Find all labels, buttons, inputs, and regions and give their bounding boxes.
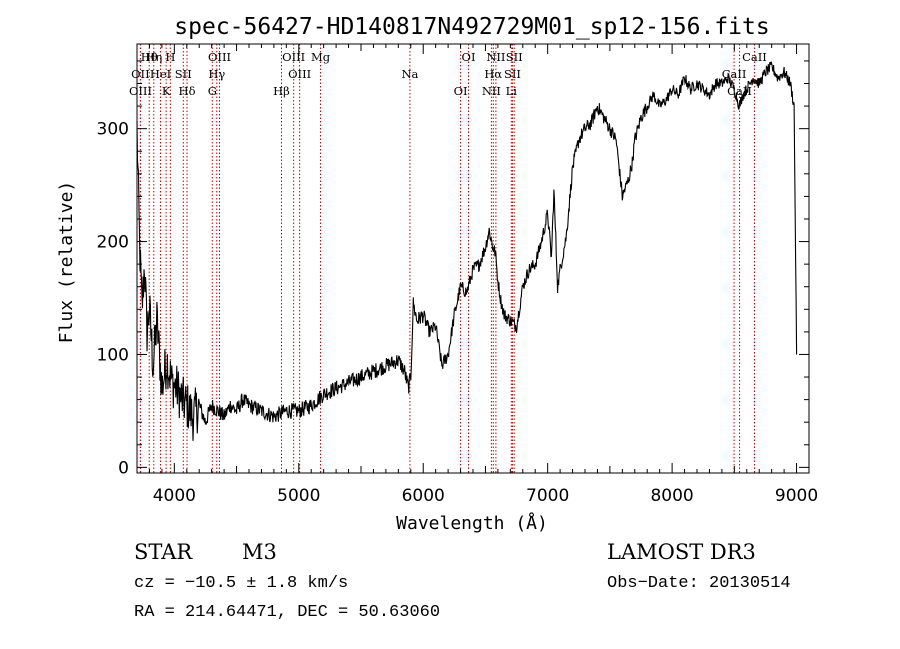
- emission-line-label: OI: [454, 84, 468, 98]
- x-axis: 4000 5000 6000 7000 8000 9000: [136, 44, 818, 506]
- emission-line-label: K: [162, 84, 171, 98]
- spectrum-line: [136, 61, 798, 441]
- line-labels: HθOIIOIIIHηHeIKHSIIHδOIIIHγGOIIIOIIIHβMg…: [129, 50, 767, 98]
- y-tick-label: 100: [97, 345, 129, 365]
- emission-line-label: Hθ: [141, 50, 158, 64]
- y-axis-label: Flux (relative): [56, 181, 77, 344]
- emission-line-label: Hα: [484, 67, 502, 81]
- survey-name: LAMOST DR3: [607, 540, 756, 564]
- y-tick-label: 0: [118, 458, 129, 478]
- emission-line-label: NII: [482, 84, 501, 98]
- emission-line-label: SII: [175, 67, 192, 81]
- object-subclass: M3: [242, 540, 277, 564]
- x-axis-label: Wavelength (Å): [396, 512, 548, 534]
- emission-line-label: Hβ: [273, 84, 290, 98]
- emission-line-label: Na: [401, 67, 418, 81]
- y-tick-label: 300: [97, 120, 129, 140]
- emission-line-label: G: [208, 84, 217, 98]
- coordinates: RA = 214.64471, DEC = 50.63060: [134, 603, 441, 622]
- redshift-cz: cz = −10.5 ± 1.8 km/s: [134, 574, 349, 593]
- emission-line-label: NII: [486, 50, 505, 64]
- emission-line-label: CaII: [742, 50, 767, 64]
- emission-line-label: Hγ: [208, 67, 225, 81]
- x-tick-label: 6000: [402, 486, 445, 506]
- x-tick-label: 9000: [775, 486, 818, 506]
- emission-line-label: Hδ: [179, 84, 196, 98]
- emission-line-label: Mg: [311, 50, 331, 64]
- x-tick-label: 4000: [153, 486, 196, 506]
- emission-line-label: OIII: [129, 84, 152, 98]
- x-tick-label: 7000: [526, 486, 569, 506]
- chart-title: spec-56427-HD140817N492729M01_sp12-156.f…: [174, 14, 769, 40]
- object-class: STAR: [134, 540, 193, 564]
- emission-line-label: OII: [131, 67, 150, 81]
- x-tick-label: 8000: [650, 486, 693, 506]
- emission-line-label: SII: [504, 67, 521, 81]
- emission-line-label: OIII: [208, 50, 231, 64]
- y-tick-label: 200: [97, 233, 129, 253]
- emission-line-label: Hη: [145, 50, 162, 64]
- plot-frame: [136, 43, 810, 474]
- obs-date: Obs−Date: 20130514: [607, 574, 791, 593]
- emission-line-label: H: [165, 50, 175, 64]
- emission-line-label: OI: [462, 50, 476, 64]
- emission-line-label: HeI: [150, 67, 171, 81]
- emission-line-label: SII: [506, 50, 523, 64]
- x-tick-label: 5000: [277, 486, 320, 506]
- emission-line-label: Li: [506, 84, 518, 98]
- y-axis: 0 100 200 300: [97, 60, 809, 478]
- emission-line-label: OIII: [282, 50, 305, 64]
- emission-line-label: OIII: [288, 67, 311, 81]
